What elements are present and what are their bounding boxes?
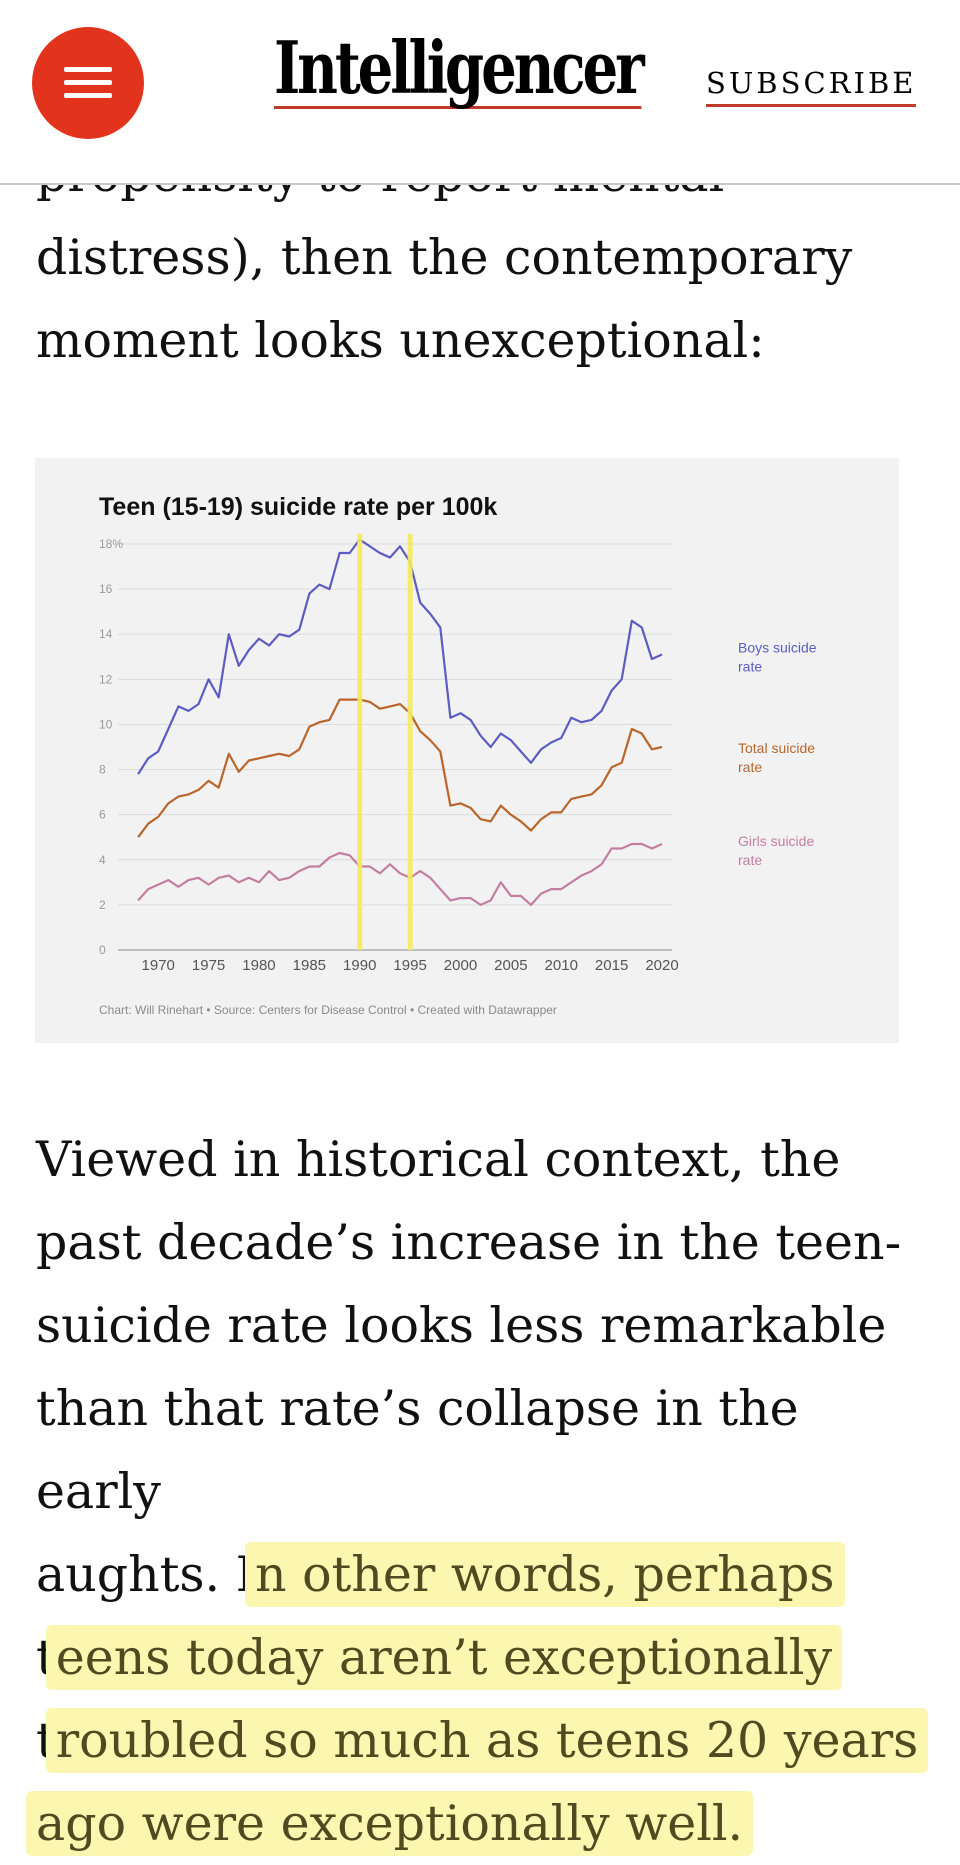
chart-grid [118, 543, 672, 951]
line-text: aughts. I [36, 1546, 256, 1603]
y-tick-label: 6 [99, 808, 106, 822]
highlighted-text: n other words, perhaps [245, 1542, 845, 1607]
highlighted-text: eens today aren’t exceptionally [45, 1625, 843, 1690]
series-label: Boys suicide [738, 640, 817, 656]
series-labels: Boys suicide rate Total suicide rate Girls s… [738, 640, 817, 868]
series-label: rate [738, 659, 762, 675]
line-text: Viewed in historical context, the [36, 1131, 841, 1188]
chart-series [137, 538, 663, 906]
menu-bar [64, 80, 112, 85]
y-tick-label: 10 [99, 717, 113, 731]
y-tick-label: 4 [99, 853, 106, 867]
paragraph-line: distress), then the contemporary [36, 229, 853, 286]
chart-title: Teen (15-19) suicide rate per 100k [99, 493, 497, 521]
y-tick-label: 12 [99, 672, 113, 686]
y-tick-label: 8 [99, 763, 106, 777]
y-tick-label: 0 [99, 943, 106, 957]
x-tick-label: 1980 [242, 957, 275, 974]
series-line-2 [137, 842, 663, 906]
highlighted-text: ago were exceptionally well. [26, 1791, 754, 1856]
article-paragraph: distress), then the contemporary moment … [36, 216, 936, 382]
line-text: past decade’s increase in the teen- [36, 1214, 902, 1271]
x-tick-label: 2020 [645, 957, 678, 974]
line-text: suicide rate looks less remarkable [36, 1297, 887, 1354]
y-tick-label: 16 [99, 582, 113, 596]
series-label: rate [738, 759, 762, 775]
y-axis: 0 2 4 6 8 10 12 14 16 18% [99, 537, 123, 957]
x-tick-label: 1985 [293, 957, 326, 974]
series-label: Total suicide [738, 740, 815, 756]
paragraph-line: than that rate’s collapse in the early [36, 1367, 936, 1533]
y-tick-label: 2 [99, 898, 106, 912]
series-line-0 [137, 538, 663, 775]
paragraph-line: Viewed in historical context, the [36, 1118, 936, 1201]
x-tick-label: 2010 [545, 957, 578, 974]
site-header: Intelligencer SUBSCRIBE [0, 0, 960, 185]
series-label: Girls suicide [738, 833, 814, 849]
x-tick-label: 1975 [192, 957, 225, 974]
x-tick-label: 1995 [393, 957, 426, 974]
chart-figure: Teen (15-19) suicide rate per 100k 0 2 4 6 8… [35, 458, 899, 1043]
y-tick-label: 14 [99, 627, 113, 641]
series-label: rate [738, 852, 762, 868]
paragraph-line: past decade’s increase in the teen- [36, 1201, 936, 1284]
series-line-1 [137, 698, 663, 838]
x-axis: 1970 1975 1980 1985 1990 1995 2000 2005 2010 2015… [142, 957, 679, 974]
chart-credit: Chart: Will Rinehart • Source: Centers f… [99, 1003, 557, 1017]
x-tick-label: 1970 [142, 957, 175, 974]
y-tick-label: 18% [99, 537, 123, 551]
x-tick-label: 1990 [343, 957, 376, 974]
menu-bar [64, 67, 112, 72]
paragraph-line: troubled so much as teens 20 years [36, 1699, 936, 1782]
subscribe-link[interactable]: SUBSCRIBE [706, 66, 917, 107]
hamburger-menu-icon[interactable] [32, 27, 144, 139]
line-chart: Teen (15-19) suicide rate per 100k 0 2 4 6 8… [99, 493, 817, 1017]
highlighted-text: roubled so much as teens 20 years [45, 1708, 929, 1773]
x-tick-label: 2015 [595, 957, 628, 974]
paragraph-line: moment looks unexceptional: [36, 312, 765, 369]
article-paragraph-highlighted: Viewed in historical context, the past de… [26, 1118, 936, 1865]
paragraph-line: teens today aren’t exceptionally [36, 1616, 936, 1699]
line-text: than that rate’s collapse in the early [36, 1380, 799, 1520]
paragraph-line: suicide rate looks less remarkable [36, 1284, 936, 1367]
paragraph-line: ago were exceptionally well. [26, 1782, 936, 1865]
x-tick-label: 2005 [494, 957, 527, 974]
highlight-lines [357, 534, 413, 950]
site-logo[interactable]: Intelligencer [274, 25, 645, 110]
menu-bar [64, 93, 112, 98]
paragraph-line: aughts. In other words, perhaps [36, 1533, 936, 1616]
x-tick-label: 2000 [444, 957, 477, 974]
